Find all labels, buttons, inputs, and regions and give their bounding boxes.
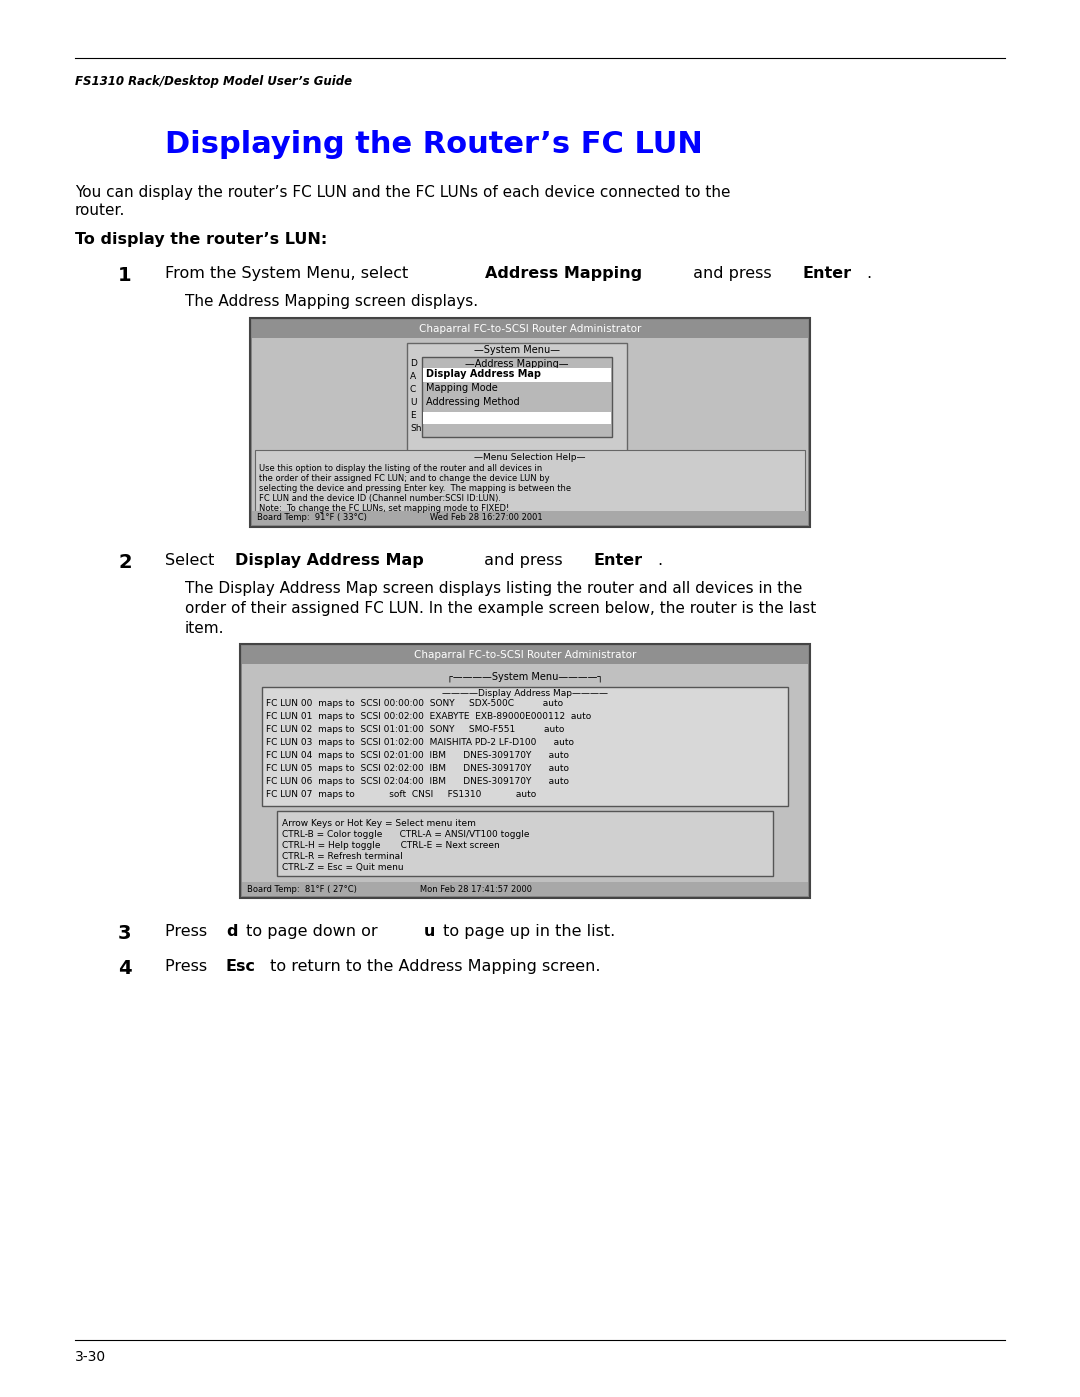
- Text: U: U: [410, 398, 417, 407]
- Text: The Address Mapping screen displays.: The Address Mapping screen displays.: [185, 293, 478, 309]
- Text: Use this option to display the listing of the router and all devices in: Use this option to display the listing o…: [259, 464, 542, 474]
- Bar: [407, 344, 627, 458]
- Text: order of their assigned FC LUN. In the example screen below, the router is the l: order of their assigned FC LUN. In the e…: [185, 601, 816, 616]
- Bar: [276, 812, 773, 876]
- Text: The Display Address Map screen displays listing the router and all devices in th: The Display Address Map screen displays …: [185, 581, 802, 597]
- Text: Arrow Keys or Hot Key = Select menu item: Arrow Keys or Hot Key = Select menu item: [282, 819, 476, 828]
- Text: A: A: [410, 372, 416, 381]
- Text: FC LUN 04  maps to  SCSI 02:01:00  IBM      DNES-309170Y      auto: FC LUN 04 maps to SCSI 02:01:00 IBM DNES…: [266, 752, 569, 760]
- Text: ————Display Address Map————: ————Display Address Map————: [442, 690, 608, 698]
- Text: FC LUN 00  maps to  SCSI 00:00:00  SONY     SDX-500C          auto: FC LUN 00 maps to SCSI 00:00:00 SONY SDX…: [266, 698, 563, 708]
- Text: Displaying the Router’s FC LUN: Displaying the Router’s FC LUN: [165, 130, 703, 159]
- Text: 4: 4: [118, 958, 132, 978]
- Text: 2: 2: [118, 553, 132, 571]
- Text: to page down or: to page down or: [241, 923, 382, 939]
- Text: Address Mapping: Address Mapping: [486, 265, 643, 281]
- Text: Sh: Sh: [410, 425, 421, 433]
- Text: Enter: Enter: [802, 265, 852, 281]
- Text: Press: Press: [165, 958, 213, 974]
- Text: Select: Select: [165, 553, 219, 569]
- Bar: [252, 320, 808, 525]
- Text: router.: router.: [75, 203, 125, 218]
- Text: .: .: [657, 553, 662, 569]
- Bar: [252, 320, 808, 338]
- Text: C: C: [410, 386, 416, 394]
- Bar: [242, 645, 808, 895]
- Text: Enter: Enter: [593, 553, 643, 569]
- Text: to page up in the list.: to page up in the list.: [438, 923, 616, 939]
- Text: d: d: [226, 923, 238, 939]
- Text: 3-30: 3-30: [75, 1350, 106, 1363]
- Text: —System Menu—: —System Menu—: [474, 345, 561, 355]
- Text: —Menu Selection Help—: —Menu Selection Help—: [474, 453, 585, 461]
- Text: Chaparral FC-to-SCSI Router Administrator: Chaparral FC-to-SCSI Router Administrato…: [414, 650, 636, 659]
- Text: E: E: [410, 411, 416, 420]
- Bar: [262, 687, 788, 806]
- Text: Press: Press: [165, 923, 213, 939]
- Bar: [422, 358, 612, 437]
- Bar: [242, 882, 808, 895]
- Text: Note:  To change the FC LUNs, set mapping mode to FIXED!: Note: To change the FC LUNs, set mapping…: [259, 504, 510, 513]
- Text: You can display the router’s FC LUN and the FC LUNs of each device connected to : You can display the router’s FC LUN and …: [75, 184, 730, 200]
- Bar: [255, 450, 805, 511]
- Text: CTRL-Z = Esc = Quit menu: CTRL-Z = Esc = Quit menu: [282, 863, 404, 872]
- Text: CTRL-R = Refresh terminal: CTRL-R = Refresh terminal: [282, 852, 403, 861]
- Text: and press: and press: [688, 265, 777, 281]
- Text: 3: 3: [118, 923, 132, 943]
- Text: Board Temp:  81°F ( 27°C)                        Mon Feb 28 17:41:57 2000: Board Temp: 81°F ( 27°C) Mon Feb 28 17:4…: [247, 884, 532, 894]
- Text: Addressing Method: Addressing Method: [426, 397, 519, 407]
- Text: selecting the device and pressing Enter key.  The mapping is between the: selecting the device and pressing Enter …: [259, 483, 571, 493]
- Text: FC LUN 06  maps to  SCSI 02:04:00  IBM      DNES-309170Y      auto: FC LUN 06 maps to SCSI 02:04:00 IBM DNES…: [266, 777, 569, 787]
- Text: FS1310 Rack/Desktop Model User’s Guide: FS1310 Rack/Desktop Model User’s Guide: [75, 75, 352, 88]
- Text: From the System Menu, select: From the System Menu, select: [165, 265, 414, 281]
- Text: FC LUN 07  maps to            soft  CNSI     FS1310            auto: FC LUN 07 maps to soft CNSI FS1310 auto: [266, 789, 537, 799]
- Text: Board Temp:  91°F ( 33°C)                        Wed Feb 28 16:27:00 2001: Board Temp: 91°F ( 33°C) Wed Feb 28 16:2…: [257, 514, 542, 522]
- Text: Esc: Esc: [226, 958, 256, 974]
- Text: ┌————System Menu————┐: ┌————System Menu————┐: [447, 672, 603, 683]
- Text: Display Address Map: Display Address Map: [235, 553, 424, 569]
- Text: Chaparral FC-to-SCSI Router Administrator: Chaparral FC-to-SCSI Router Administrato…: [419, 324, 642, 334]
- Text: CTRL-B = Color toggle      CTRL-A = ANSI/VT100 toggle: CTRL-B = Color toggle CTRL-A = ANSI/VT10…: [282, 830, 529, 840]
- Text: Display Address Map: Display Address Map: [426, 369, 541, 379]
- Text: .: .: [866, 265, 872, 281]
- Text: FC LUN and the device ID (Channel number:SCSI ID:LUN).: FC LUN and the device ID (Channel number…: [259, 495, 501, 503]
- Text: FC LUN 03  maps to  SCSI 01:02:00  MAISHITA PD-2 LF-D100      auto: FC LUN 03 maps to SCSI 01:02:00 MAISHITA…: [266, 738, 573, 747]
- Text: 1: 1: [118, 265, 132, 285]
- Text: FC LUN 02  maps to  SCSI 01:01:00  SONY     SMO-F551          auto: FC LUN 02 maps to SCSI 01:01:00 SONY SMO…: [266, 725, 565, 733]
- Text: CTRL-H = Help toggle       CTRL-E = Next screen: CTRL-H = Help toggle CTRL-E = Next scree…: [282, 841, 500, 849]
- Text: FC LUN 01  maps to  SCSI 00:02:00  EXABYTE  EXB-89000E000112  auto: FC LUN 01 maps to SCSI 00:02:00 EXABYTE …: [266, 712, 591, 721]
- Bar: [252, 511, 808, 525]
- Bar: [423, 367, 611, 381]
- Text: D: D: [410, 359, 417, 367]
- Text: the order of their assigned FC LUN; and to change the device LUN by: the order of their assigned FC LUN; and …: [259, 474, 550, 483]
- Text: To display the router’s LUN:: To display the router’s LUN:: [75, 232, 327, 247]
- Bar: [423, 412, 611, 425]
- Text: —Address Mapping—: —Address Mapping—: [465, 359, 569, 369]
- Text: item.: item.: [185, 622, 225, 636]
- Text: Mapping Mode: Mapping Mode: [426, 383, 498, 393]
- Bar: [240, 644, 810, 898]
- Bar: [249, 319, 810, 527]
- Text: to return to the Address Mapping screen.: to return to the Address Mapping screen.: [265, 958, 600, 974]
- Text: and press: and press: [478, 553, 568, 569]
- Bar: [242, 645, 808, 664]
- Text: FC LUN 05  maps to  SCSI 02:02:00  IBM      DNES-309170Y      auto: FC LUN 05 maps to SCSI 02:02:00 IBM DNES…: [266, 764, 569, 773]
- Text: u: u: [423, 923, 435, 939]
